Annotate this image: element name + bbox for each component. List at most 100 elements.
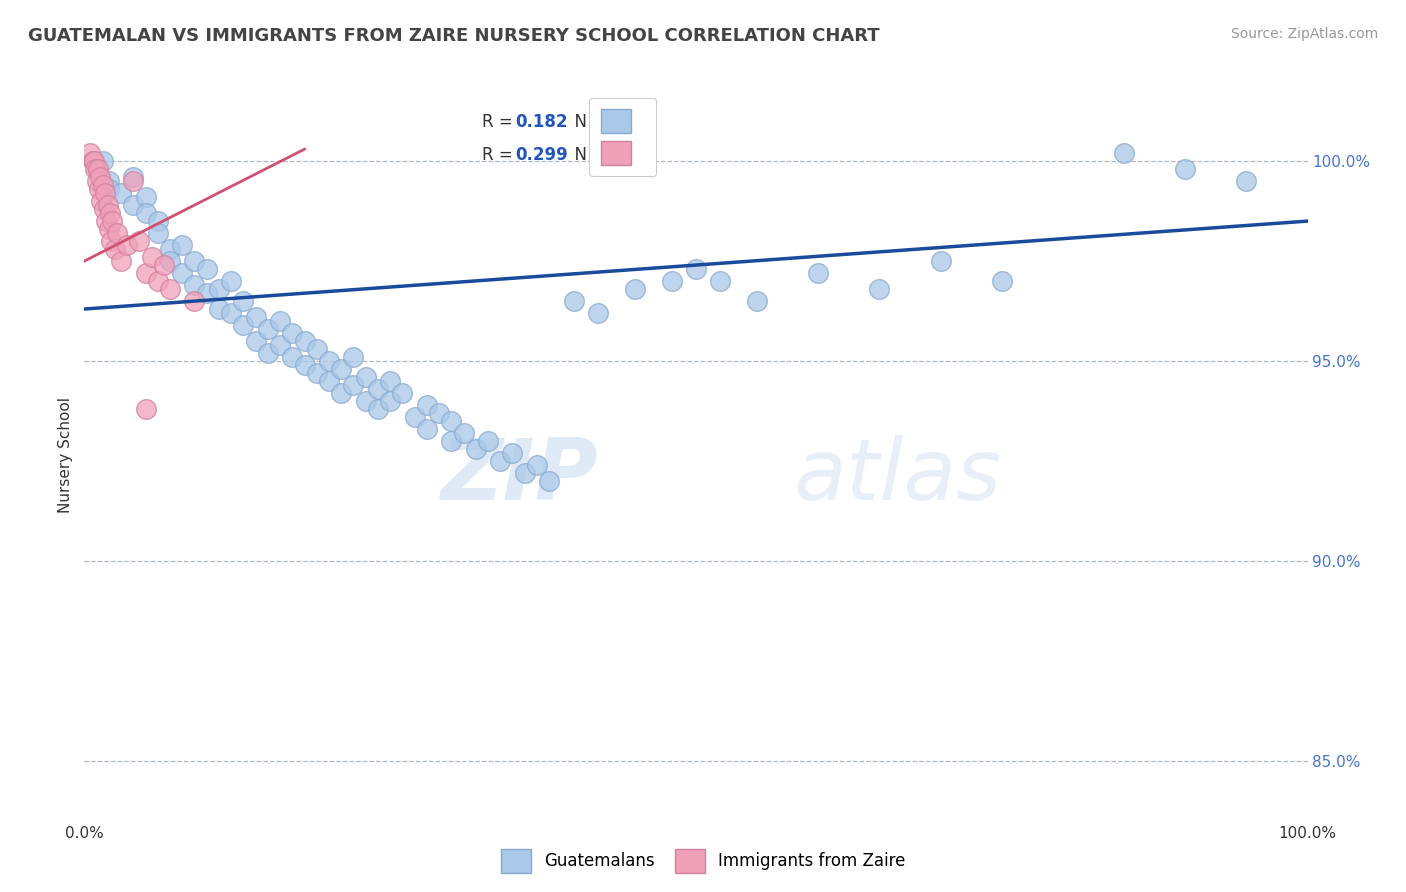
Point	[82, 154, 104, 169]
Point	[354, 370, 377, 384]
Point	[294, 334, 316, 348]
Point	[380, 374, 402, 388]
Point	[661, 274, 683, 288]
Point	[105, 226, 128, 240]
Point	[232, 293, 254, 308]
Point	[183, 293, 205, 308]
Point	[122, 170, 145, 185]
Point	[318, 374, 340, 388]
Point	[135, 266, 157, 280]
Point	[172, 266, 194, 280]
Point	[294, 358, 316, 372]
Point	[79, 146, 101, 161]
Text: atlas: atlas	[794, 435, 1002, 518]
Point	[586, 306, 609, 320]
Text: 0.182: 0.182	[515, 113, 568, 131]
Point	[93, 202, 115, 216]
Point	[709, 274, 731, 288]
Point	[135, 206, 157, 220]
Text: ZIP: ZIP	[440, 435, 598, 518]
Point	[330, 362, 353, 376]
Point	[624, 282, 647, 296]
Point	[991, 274, 1014, 288]
Point	[1174, 162, 1197, 177]
Point	[146, 274, 169, 288]
Point	[354, 394, 377, 409]
Legend: , : ,	[589, 97, 657, 177]
Point	[195, 286, 218, 301]
Point	[146, 226, 169, 240]
Point	[84, 162, 107, 177]
Point	[172, 238, 194, 252]
Point	[146, 214, 169, 228]
Point	[1236, 174, 1258, 188]
Point	[159, 242, 181, 256]
Text: GUATEMALAN VS IMMIGRANTS FROM ZAIRE NURSERY SCHOOL CORRELATION CHART: GUATEMALAN VS IMMIGRANTS FROM ZAIRE NURS…	[28, 27, 880, 45]
Point	[929, 254, 952, 268]
Point	[89, 170, 111, 185]
Text: N =: N =	[564, 146, 612, 164]
Point	[219, 274, 242, 288]
Point	[427, 406, 450, 420]
Point	[183, 254, 205, 268]
Point	[87, 162, 110, 177]
Point	[453, 425, 475, 440]
Text: R =: R =	[482, 113, 517, 131]
Point	[195, 262, 218, 277]
Point	[269, 314, 291, 328]
Text: 31: 31	[600, 146, 624, 164]
Point	[526, 458, 548, 472]
Point	[98, 206, 121, 220]
Point	[257, 346, 280, 360]
Point	[318, 354, 340, 368]
Point	[90, 194, 112, 208]
Text: N =: N =	[564, 113, 612, 131]
Point	[141, 250, 163, 264]
Point	[86, 162, 108, 177]
Point	[281, 326, 304, 340]
Point	[440, 414, 463, 428]
Point	[305, 342, 328, 356]
Point	[115, 238, 138, 252]
Point	[91, 178, 114, 193]
Point	[94, 186, 117, 201]
Point	[83, 154, 105, 169]
Point	[245, 334, 267, 348]
Point	[97, 174, 120, 188]
Point	[100, 234, 122, 248]
Point	[1114, 146, 1136, 161]
Point	[464, 442, 486, 456]
Point	[91, 154, 114, 169]
Point	[245, 310, 267, 324]
Point	[747, 293, 769, 308]
Point	[135, 401, 157, 416]
Point	[342, 378, 364, 392]
Point	[538, 474, 561, 488]
Point	[97, 222, 120, 236]
Text: 78: 78	[600, 113, 624, 131]
Point	[97, 182, 120, 196]
Point	[807, 266, 830, 280]
Point	[87, 182, 110, 196]
Point	[416, 422, 439, 436]
Point	[367, 401, 389, 416]
Point	[86, 174, 108, 188]
Point	[104, 242, 127, 256]
Point	[380, 394, 402, 409]
Text: R =: R =	[482, 146, 517, 164]
Point	[101, 214, 124, 228]
Point	[208, 301, 231, 316]
Point	[342, 350, 364, 364]
Point	[685, 262, 707, 277]
Point	[122, 174, 145, 188]
Legend: Guatemalans, Immigrants from Zaire: Guatemalans, Immigrants from Zaire	[494, 842, 912, 880]
Point	[97, 198, 120, 212]
Point	[96, 214, 118, 228]
Point	[416, 398, 439, 412]
Point	[153, 258, 176, 272]
Point	[305, 366, 328, 380]
Y-axis label: Nursery School: Nursery School	[58, 397, 73, 513]
Point	[367, 382, 389, 396]
Point	[330, 386, 353, 401]
Point	[269, 338, 291, 352]
